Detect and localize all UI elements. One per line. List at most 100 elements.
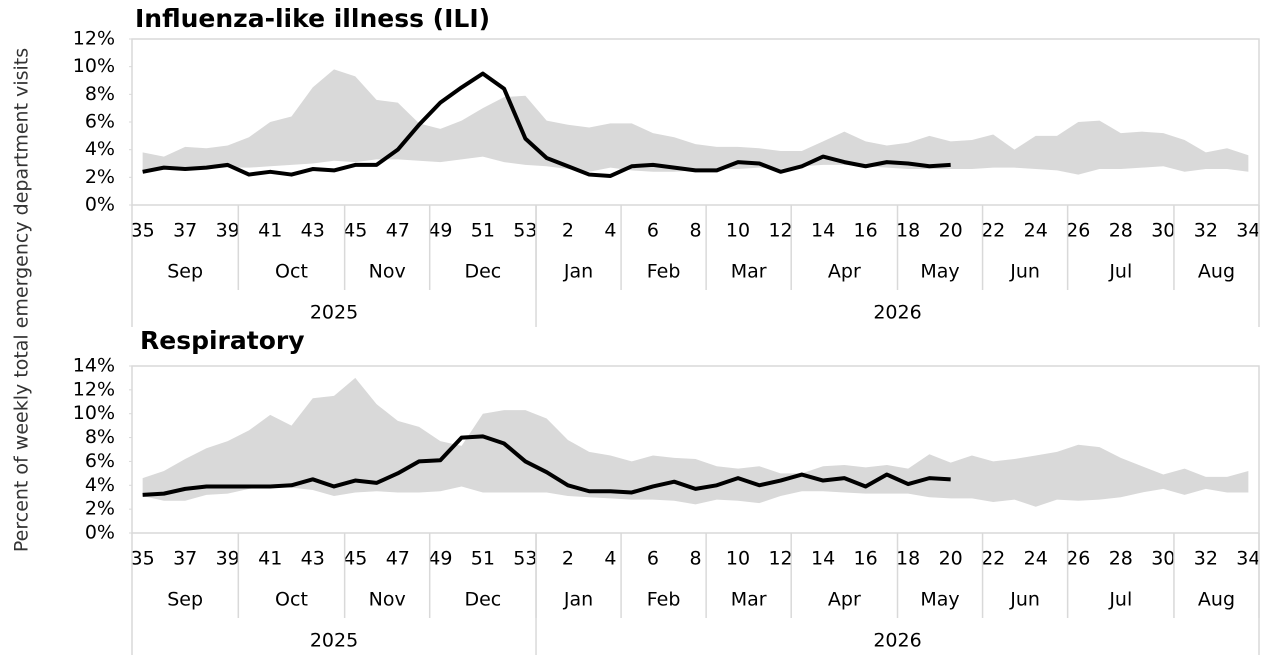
x-tick-label: 45 [343,548,367,570]
x-tick-label: 43 [301,548,325,570]
x-tick-label: 32 [1194,548,1218,570]
x-tick-label: 43 [301,220,325,242]
x-tick-label: 26 [1066,548,1090,570]
year-label: 2025 [310,630,358,652]
x-tick-label: 47 [386,548,410,570]
month-label: Dec [464,261,501,283]
y-tick-label: 10% [73,55,115,77]
month-label: Jul [1108,589,1132,611]
x-tick-label: 24 [1024,548,1048,570]
x-tick-label: 18 [896,548,920,570]
month-label: Sep [167,589,203,611]
x-tick-label: 26 [1066,220,1090,242]
line [142,434,951,497]
y-tick-label: 2% [85,498,115,520]
x-tick-label: 39 [216,220,240,242]
year-label: 2026 [873,630,921,652]
month-label: Dec [464,589,501,611]
y-tick-label: 12% [73,378,115,400]
month-label: Mar [731,589,767,611]
month-label: May [920,589,959,611]
month-label: Nov [369,261,406,283]
month-label: May [920,261,959,283]
month-label: Feb [647,589,681,611]
month-label: Mar [731,261,767,283]
x-tick-label: 37 [173,220,197,242]
month-label: Aug [1198,261,1235,283]
x-tick-label: 8 [689,220,701,242]
month-label: Jan [563,261,593,283]
month-label: Jul [1108,261,1132,283]
x-tick-label: 14 [811,220,835,242]
x-tick-label: 53 [513,548,537,570]
month-label: Aug [1198,589,1235,611]
month-label: Jan [563,589,593,611]
line [142,71,951,178]
range-band [142,69,1249,175]
x-tick-label: 51 [471,220,495,242]
chart-title: Respiratory [140,326,305,355]
chart-title: Influenza-like illness (ILI) [135,4,490,33]
month-label: Apr [828,261,861,283]
month-label: Nov [369,589,406,611]
x-tick-label: 6 [647,220,659,242]
month-label: Sep [167,261,203,283]
y-tick-label: 6% [85,450,115,472]
x-tick-label: 32 [1194,220,1218,242]
year-label: 2026 [873,302,921,324]
x-tick-label: 4 [604,220,616,242]
x-tick-label: 6 [647,548,659,570]
x-tick-label: 30 [1151,548,1175,570]
x-tick-label: 49 [428,220,452,242]
x-tick-label: 37 [173,548,197,570]
range-band [142,377,1249,507]
year-label: 2025 [310,302,358,324]
x-tick-label: 41 [258,548,282,570]
x-tick-label: 8 [689,548,701,570]
y-tick-label: 12% [73,28,115,50]
y-tick-label: 4% [85,474,115,496]
x-tick-label: 16 [854,220,878,242]
x-tick-label: 20 [939,220,963,242]
x-tick-label: 53 [513,220,537,242]
x-tick-label: 20 [939,548,963,570]
x-tick-label: 22 [981,548,1005,570]
x-tick-label: 16 [854,548,878,570]
x-tick-label: 45 [343,220,367,242]
month-label: Jun [1009,589,1040,611]
y-tick-label: 0% [85,194,115,216]
x-tick-label: 47 [386,220,410,242]
y-tick-label: 10% [73,402,115,424]
y-tick-label: 0% [85,522,115,544]
x-tick-label: 34 [1236,548,1260,570]
x-tick-label: 14 [811,548,835,570]
y-tick-label: 4% [85,138,115,160]
x-tick-label: 10 [726,548,750,570]
x-tick-label: 41 [258,220,282,242]
month-label: Jun [1009,261,1040,283]
y-tick-label: 8% [85,83,115,105]
y-tick-label: 8% [85,426,115,448]
month-label: Apr [828,589,861,611]
x-tick-label: 35 [131,220,155,242]
x-tick-label: 24 [1024,220,1048,242]
y-tick-label: 14% [73,355,115,377]
x-tick-label: 22 [981,220,1005,242]
month-label: Oct [275,261,308,283]
x-tick-label: 34 [1236,220,1260,242]
month-label: Feb [647,261,681,283]
x-tick-label: 30 [1151,220,1175,242]
x-tick-label: 28 [1109,220,1133,242]
x-tick-label: 35 [131,548,155,570]
x-tick-label: 18 [896,220,920,242]
x-tick-label: 28 [1109,548,1133,570]
x-tick-label: 2 [562,220,574,242]
plot-frame [131,365,1260,534]
month-label: Oct [275,589,308,611]
x-tick-label: 12 [768,548,792,570]
x-tick-label: 10 [726,220,750,242]
x-tick-label: 51 [471,548,495,570]
x-tick-label: 4 [604,548,616,570]
y-axis-label: Percent of weekly total emergency depart… [11,48,33,552]
